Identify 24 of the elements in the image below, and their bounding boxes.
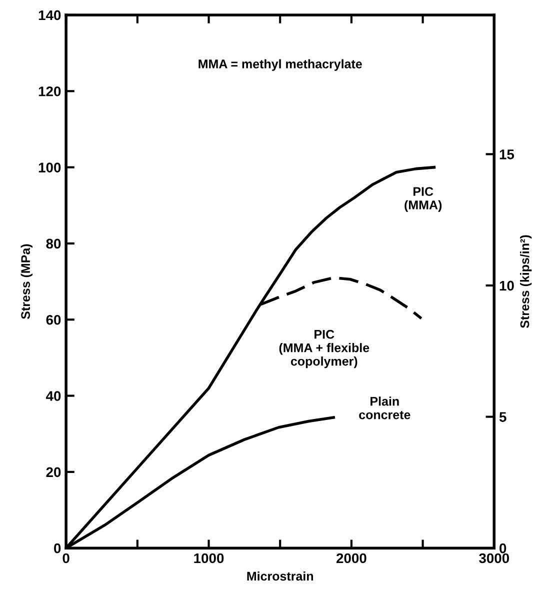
y-tick-label: 80 xyxy=(46,238,61,249)
y-tick-label: 140 xyxy=(38,10,61,20)
y2-tick-label: 15 xyxy=(500,150,514,160)
y-tick-label: 0 xyxy=(54,543,61,554)
x-tick-label: 1000 xyxy=(194,553,224,564)
annotation: MMA = methyl methacrylate xyxy=(198,59,362,71)
x-tick-label: 2000 xyxy=(336,553,366,564)
y2-axis-title: Stress (kips/in²) xyxy=(520,235,532,328)
y2-tick-label: 5 xyxy=(499,412,506,422)
y-tick-label: 120 xyxy=(38,86,61,96)
x-axis-title: Microstrain xyxy=(247,571,314,581)
text: PIC (MMA + flexible copolymer) xyxy=(279,330,370,368)
line-series xyxy=(259,276,423,320)
y2-tick-label: 10 xyxy=(500,280,514,291)
y-tick-label: 60 xyxy=(46,314,61,325)
y-tick-label: 40 xyxy=(46,391,61,401)
y-axis-title: Stress (MPa) xyxy=(20,244,32,320)
text: Plain concrete xyxy=(359,396,410,420)
y-tick-label: 20 xyxy=(46,467,61,478)
x-tick-label: 0 xyxy=(62,553,70,564)
y2-tick-label: 0 xyxy=(500,543,506,554)
series-label: PIC (MMA) xyxy=(404,187,442,212)
y-tick-label: 100 xyxy=(38,162,61,172)
x-tick-label: 3000 xyxy=(479,553,510,564)
